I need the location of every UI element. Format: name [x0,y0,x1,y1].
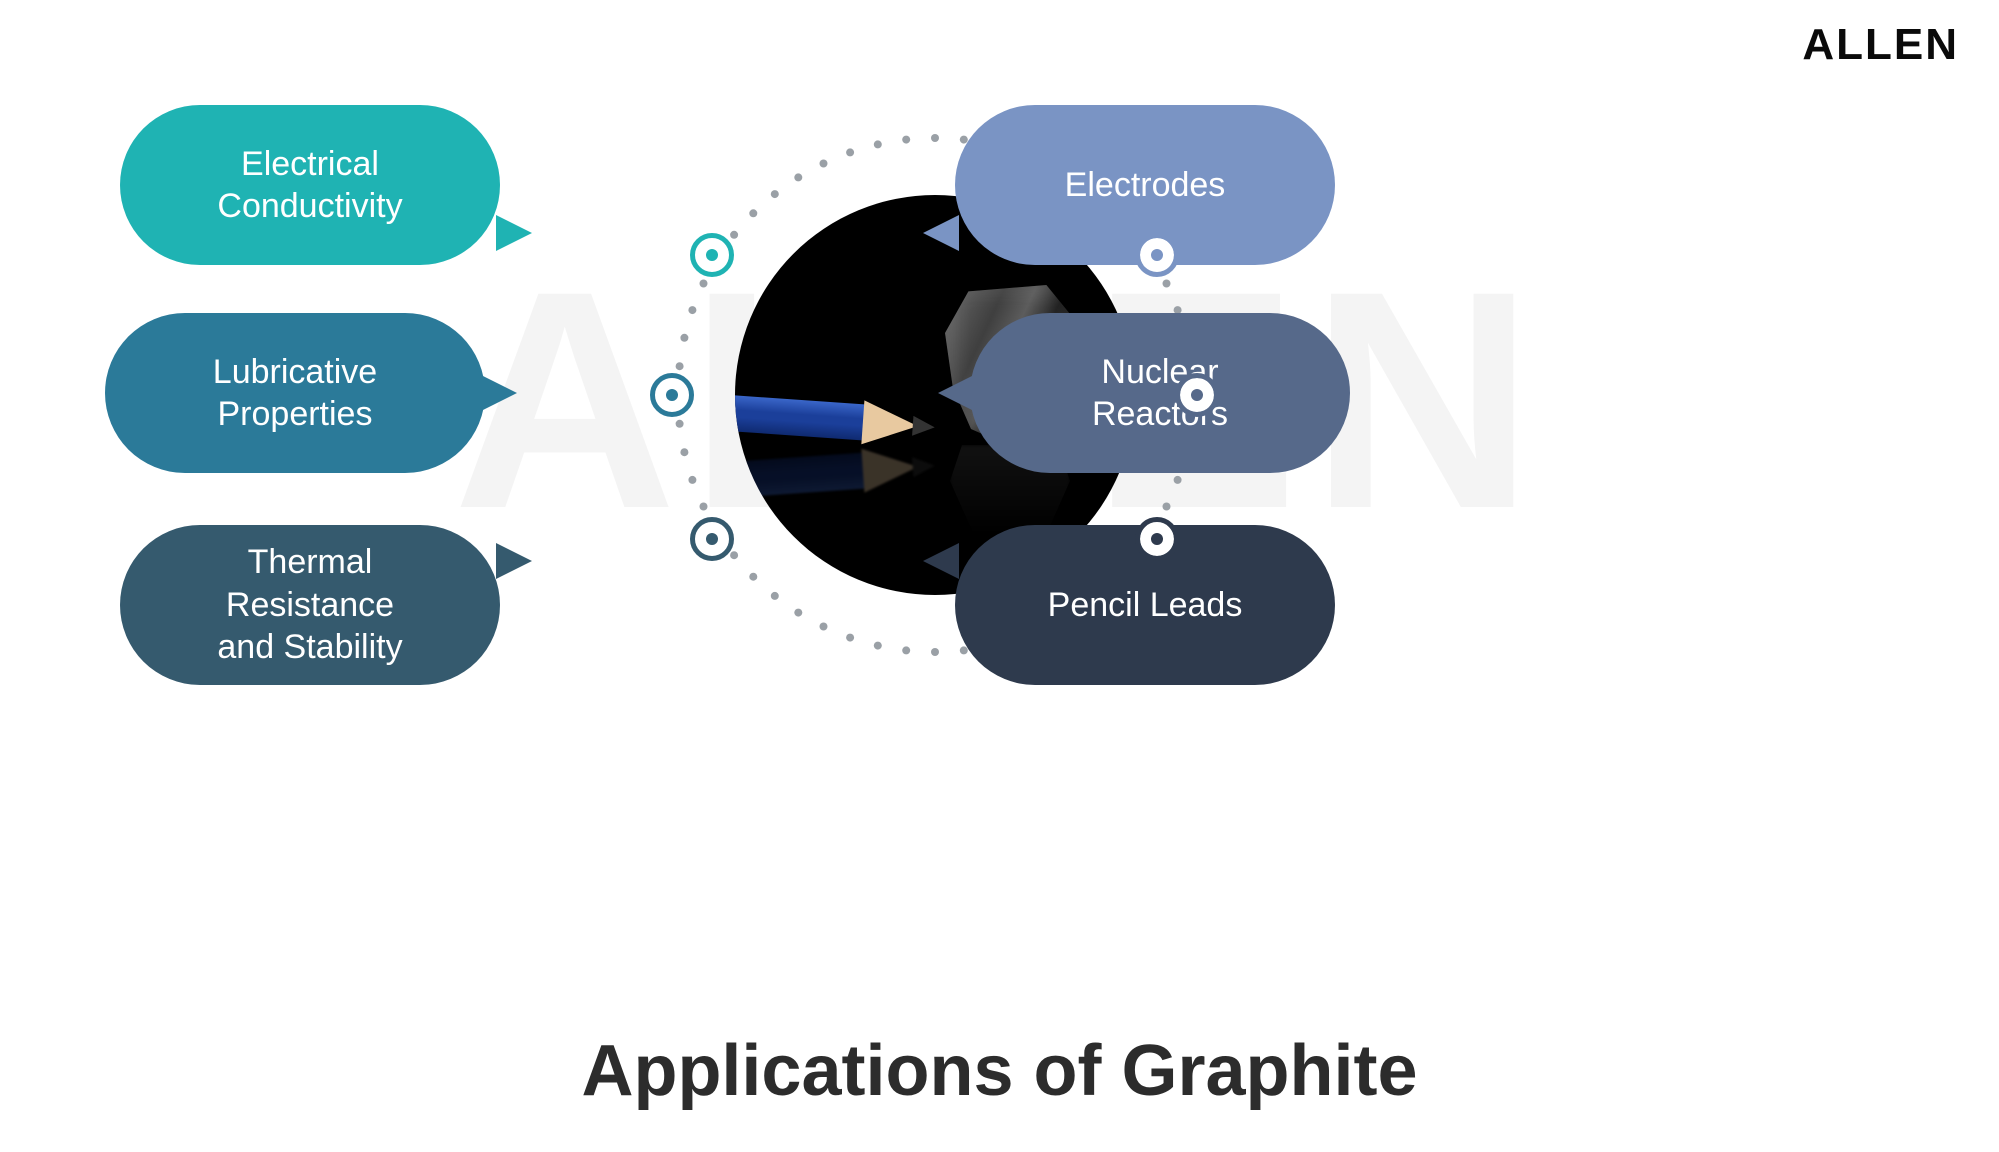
marker-lubricative-properties [655,378,689,412]
marker-electrical-conductivity [695,238,729,272]
marker-thermal-resistance [695,522,729,556]
bubble-lubricative-properties: LubricativeProperties [105,313,485,473]
bubble-tail [496,543,532,579]
infographic-stage: ALLEN ElectricalConductivity LubricativeP… [0,0,1999,1152]
pencil-icon [735,387,936,452]
bubble-label: ElectricalConductivity [217,143,402,228]
brand-logo: ALLEN [1802,20,1959,70]
bubble-label: Electrodes [1065,164,1226,207]
marker-pencil-leads [1140,522,1174,556]
bubble-label: LubricativeProperties [213,351,377,436]
page-title: Applications of Graphite [0,1030,1999,1112]
bubble-label: Thermal Resistanceand Stability [160,541,460,669]
bubble-label: Pencil Leads [1048,584,1243,627]
bubble-electrical-conductivity: ElectricalConductivity [120,105,500,265]
bubble-thermal-resistance: Thermal Resistanceand Stability [120,525,500,685]
pencil-reflection [735,442,936,507]
bubble-tail [923,215,959,251]
marker-nuclear-reactors [1180,378,1214,412]
bubble-tail [923,543,959,579]
marker-electrodes [1140,238,1174,272]
bubble-tail [496,215,532,251]
bubble-nuclear-reactors: NuclearReactors [970,313,1350,473]
bubble-tail [938,375,974,411]
bubble-tail [481,375,517,411]
